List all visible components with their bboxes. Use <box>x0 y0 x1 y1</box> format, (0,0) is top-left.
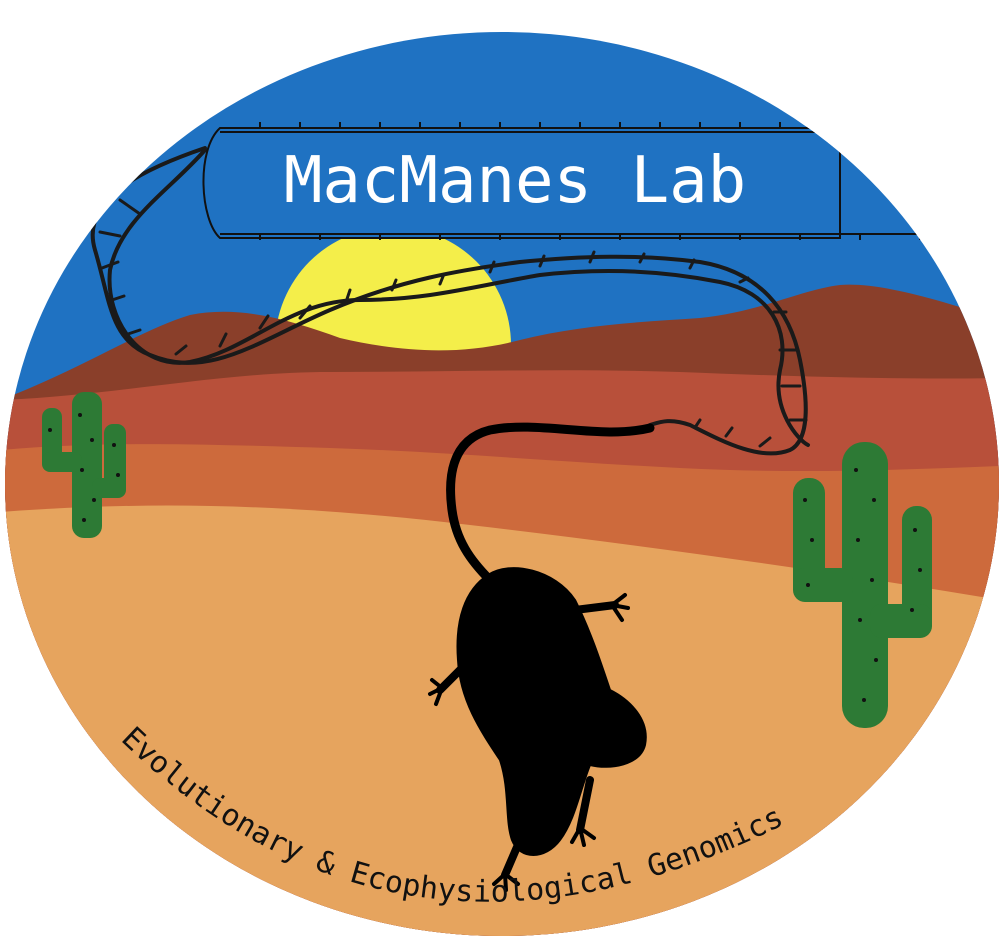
dna-helix-icon <box>90 146 810 456</box>
cactus-icon <box>793 442 932 728</box>
title-banner: MacManes Lab <box>202 122 930 240</box>
cactus-spines <box>803 468 922 702</box>
mouse-silhouette-icon <box>428 422 655 892</box>
cactus-spines <box>48 413 120 522</box>
lab-title: MacManes Lab <box>284 144 746 218</box>
